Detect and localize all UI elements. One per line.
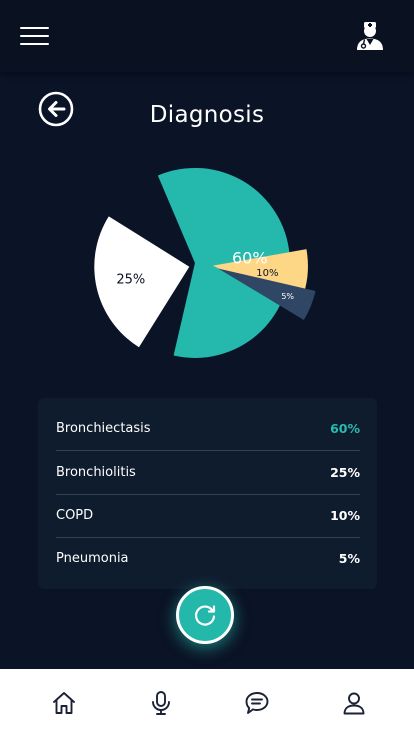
hamburger-menu-icon[interactable] (20, 27, 49, 45)
result-percent: 60% (330, 421, 360, 436)
chat-icon (245, 691, 269, 714)
pie-slice-bronchiolitis (94, 216, 190, 348)
result-name: Bronchiolitis (56, 465, 136, 480)
home-icon (52, 691, 75, 714)
pie-slice-bronchiectasis (157, 167, 290, 358)
diagnosis-results-panel: Bronchiectasis 60% Bronchiolitis 25% COP… (38, 398, 377, 589)
pie-slice-pneumonia (218, 268, 316, 320)
top-app-bar (0, 0, 414, 72)
bottom-navigation (0, 669, 414, 736)
result-percent: 5% (338, 551, 360, 566)
nav-microphone[interactable] (109, 669, 213, 736)
refresh-button[interactable] (176, 586, 234, 644)
pie-label-bronchiectasis: 60% (232, 249, 268, 268)
refresh-icon (195, 605, 216, 626)
result-name: Bronchiectasis (56, 421, 151, 436)
diagnosis-pie-chart: 60% 25% 10% 5% (94, 167, 316, 358)
doctor-icon[interactable] (354, 20, 386, 52)
pie-label-pneumonia: 5% (281, 292, 294, 301)
pie-label-bronchiolitis: 25% (116, 273, 145, 288)
result-name: COPD (56, 508, 94, 523)
pie-label-copd: 10% (256, 268, 278, 279)
result-percent: 10% (330, 508, 360, 523)
page-title: Diagnosis (149, 102, 265, 128)
result-row-pneumonia: Pneumonia 5% (56, 537, 360, 580)
back-button[interactable] (38, 91, 74, 127)
microphone-icon (151, 690, 170, 715)
result-name: Pneumonia (56, 551, 129, 566)
nav-chat[interactable] (205, 669, 309, 736)
result-row-bronchiectasis: Bronchiectasis 60% (56, 407, 360, 451)
result-percent: 25% (330, 465, 360, 480)
nav-profile[interactable] (302, 669, 406, 736)
result-row-bronchiolitis: Bronchiolitis 25% (56, 451, 360, 495)
user-icon (343, 692, 365, 714)
nav-home[interactable] (12, 669, 116, 736)
result-row-copd: COPD 10% (56, 494, 360, 538)
